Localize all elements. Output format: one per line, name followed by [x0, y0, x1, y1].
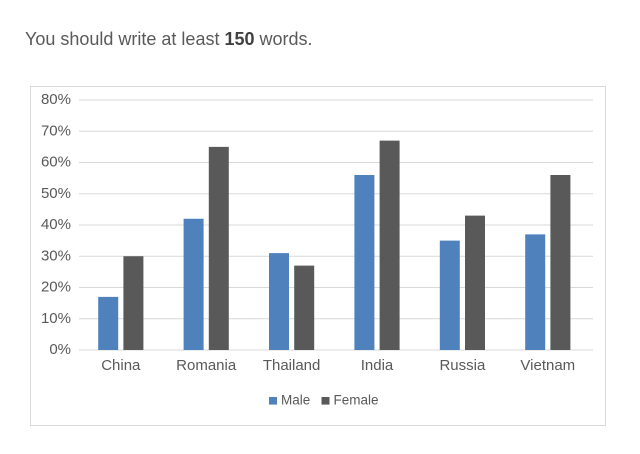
svg-text:70%: 70% [41, 122, 71, 139]
svg-text:Female: Female [334, 393, 379, 408]
svg-text:30%: 30% [41, 247, 71, 264]
svg-text:60%: 60% [41, 154, 71, 171]
svg-text:80%: 80% [41, 91, 71, 108]
svg-text:India: India [361, 357, 394, 374]
svg-text:40%: 40% [41, 216, 71, 233]
svg-text:20%: 20% [41, 279, 71, 296]
svg-text:50%: 50% [41, 185, 71, 202]
svg-text:Romania: Romania [176, 357, 237, 374]
svg-text:China: China [101, 357, 141, 374]
svg-text:Vietnam: Vietnam [520, 357, 575, 374]
svg-text:Thailand: Thailand [263, 357, 321, 374]
svg-text:0%: 0% [49, 341, 71, 358]
svg-text:Russia: Russia [439, 357, 486, 374]
svg-text:Male: Male [281, 393, 310, 408]
svg-text:10%: 10% [41, 310, 71, 327]
